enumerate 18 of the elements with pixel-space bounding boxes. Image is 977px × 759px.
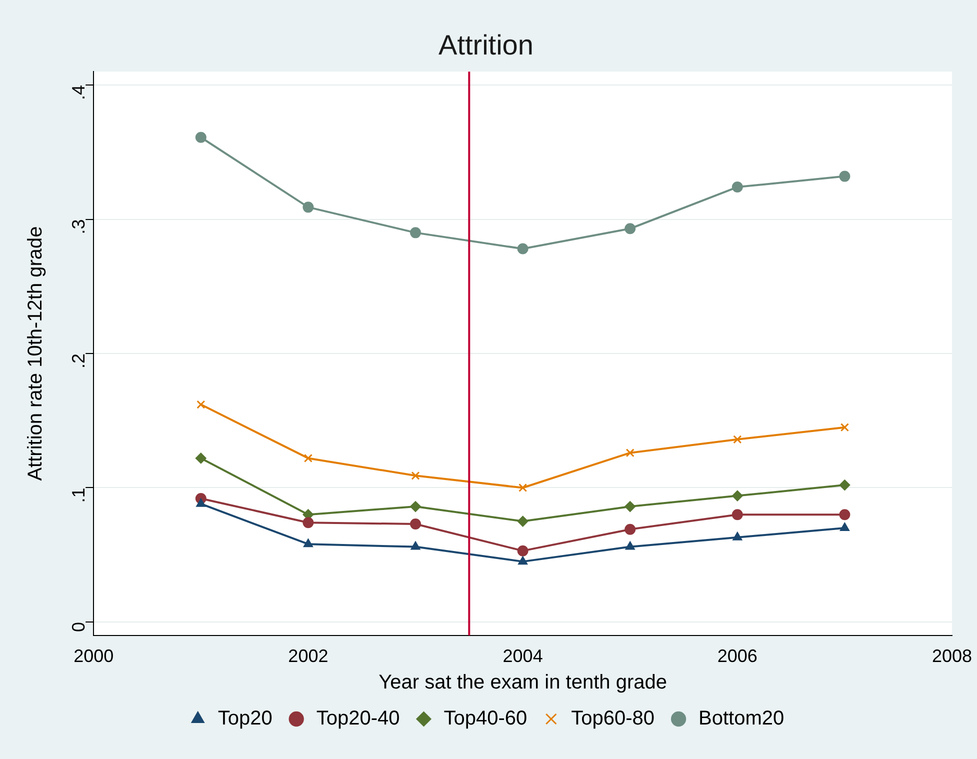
x-tick-label: 2006 [717, 646, 758, 666]
x-axis-title: Year sat the exam in tenth grade [378, 672, 667, 694]
y-tick-label: .1 [68, 488, 89, 503]
x-tick-label: 2004 [502, 646, 543, 666]
legend-label: Top40-60 [444, 708, 528, 730]
chart-title: Attrition [438, 30, 534, 61]
y-tick-label: 0 [68, 622, 89, 632]
y-tick-label: .2 [68, 354, 89, 369]
legend-label: Top60-80 [571, 708, 655, 730]
x-tick-label: 2002 [288, 646, 328, 666]
legend-label: Top20 [218, 708, 272, 730]
y-tick-label: .4 [68, 85, 89, 100]
x-tick-label: 2000 [74, 646, 114, 666]
x-tick-label: 2008 [932, 646, 972, 666]
y-axis-title: Attrition rate 10th-12th grade [24, 226, 47, 481]
y-tick-label: .3 [68, 219, 89, 234]
legend-label: Bottom20 [698, 708, 784, 730]
legend-label: Top20-40 [316, 708, 400, 730]
